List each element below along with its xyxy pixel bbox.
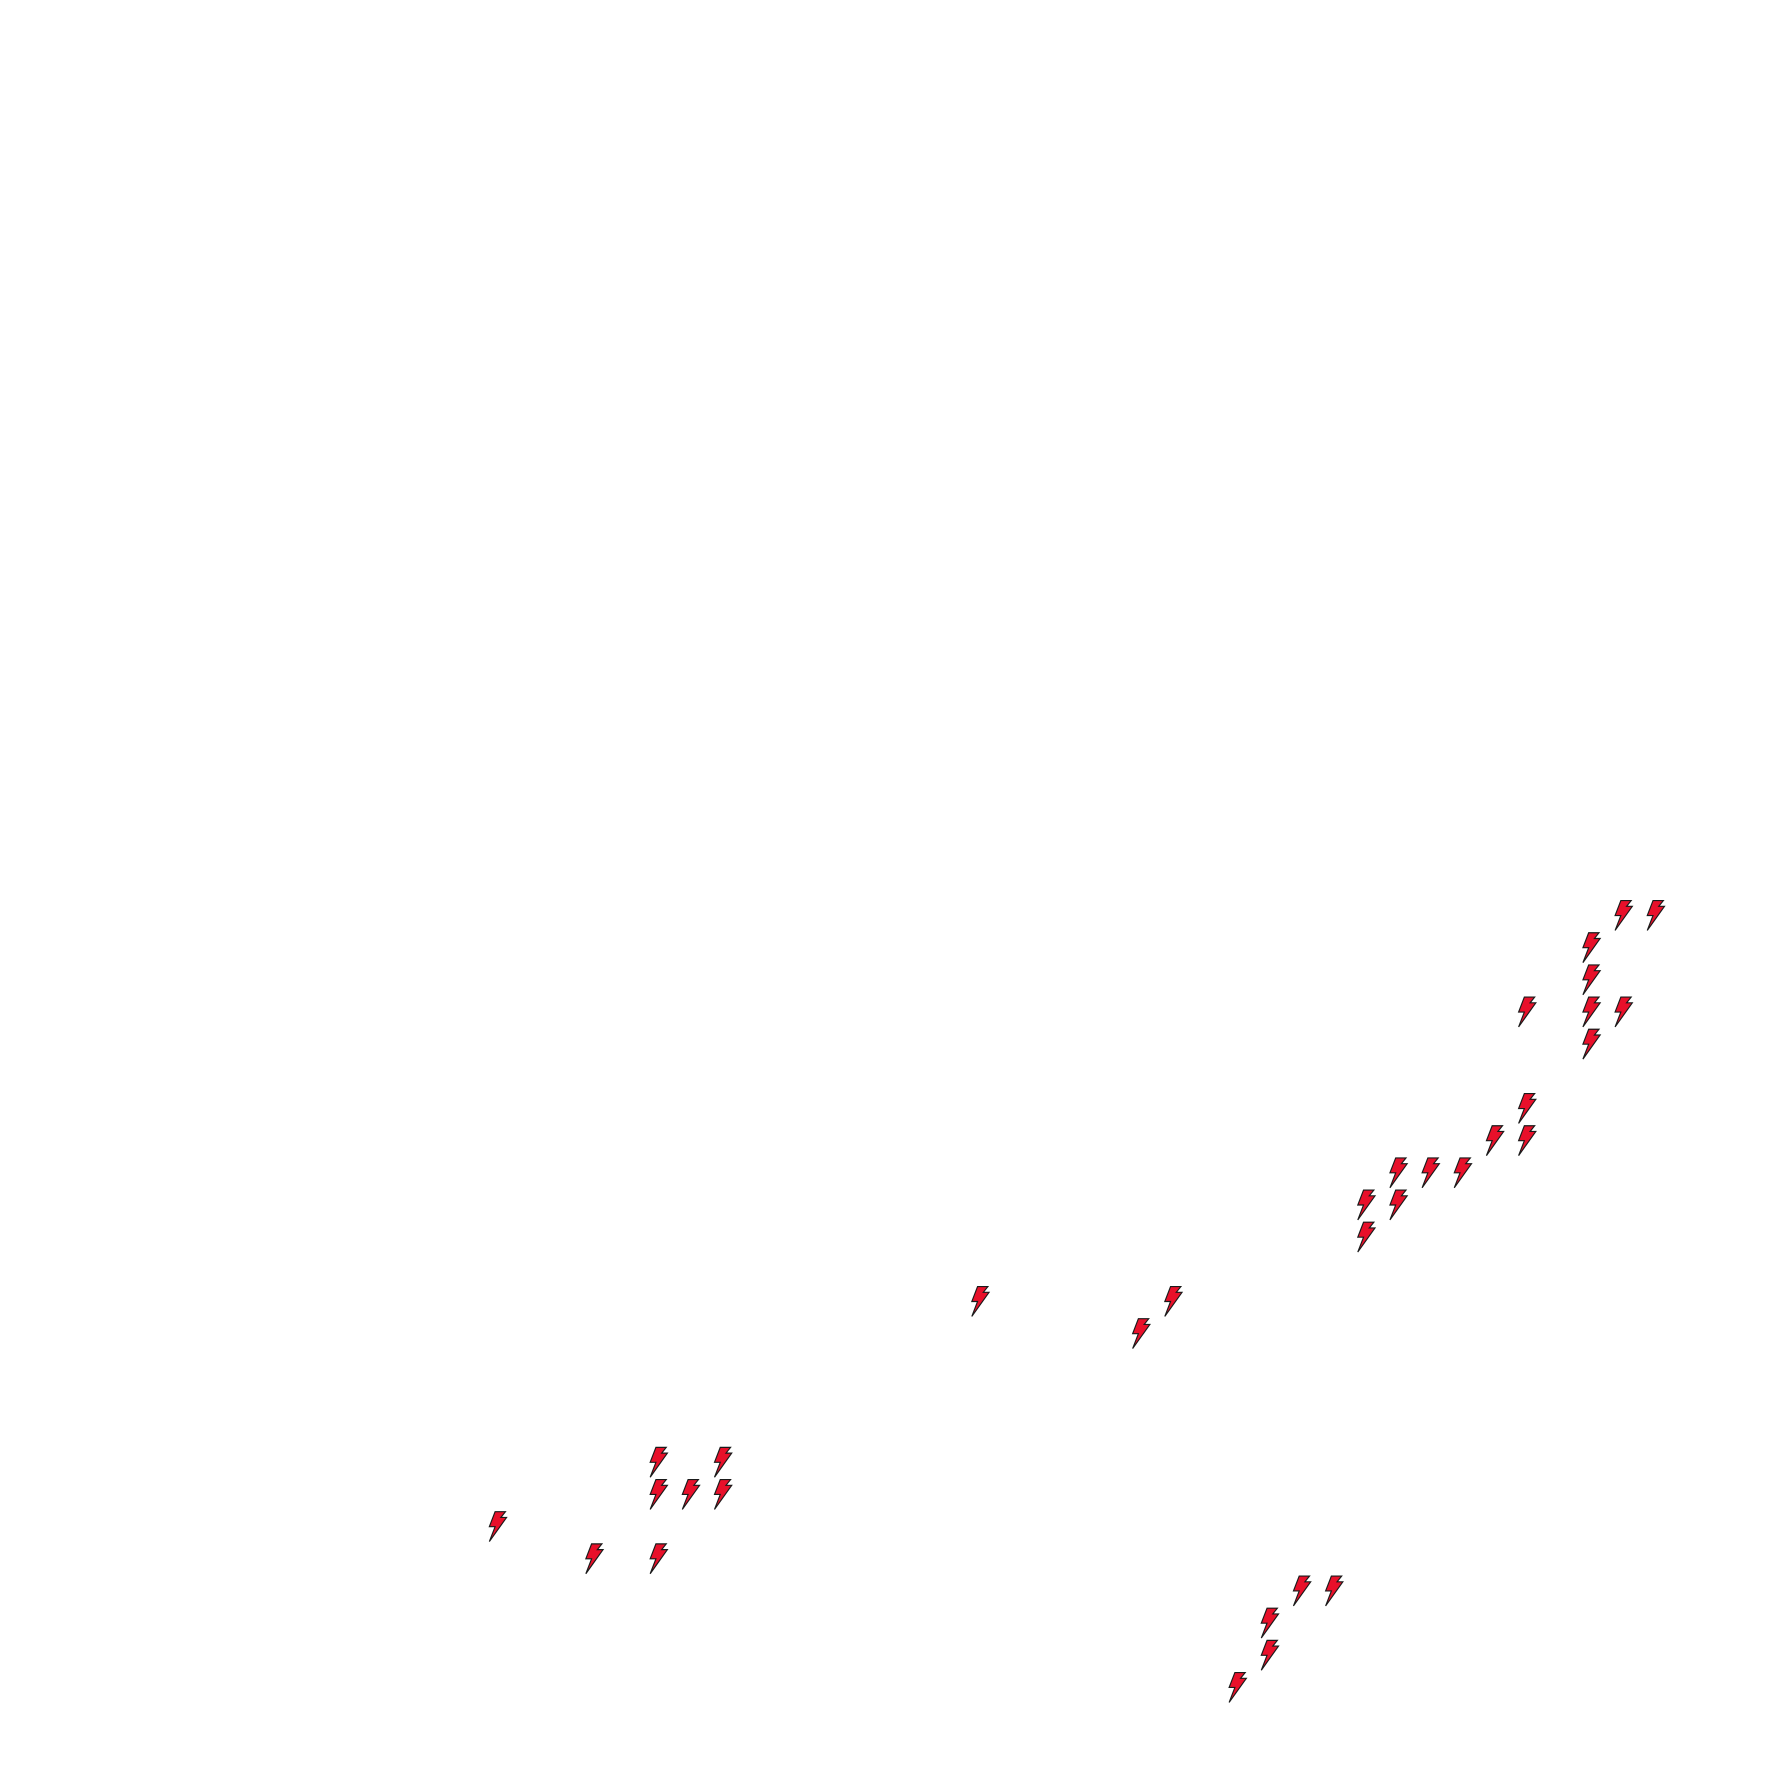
lightning-marker[interactable] (1582, 1028, 1601, 1060)
lightning-marker[interactable] (713, 1478, 733, 1510)
lightning-marker[interactable] (1582, 964, 1601, 996)
marker-layer (488, 900, 1666, 1703)
lightning-marker[interactable] (488, 1511, 508, 1543)
lightning-marker[interactable] (1421, 1157, 1440, 1189)
lightning-marker[interactable] (1357, 1189, 1376, 1221)
lightning-marker[interactable] (649, 1446, 668, 1478)
lightning-marker[interactable] (1389, 1189, 1408, 1221)
lightning-marker[interactable] (1325, 1575, 1344, 1607)
lightning-marker[interactable] (1260, 1607, 1280, 1639)
lightning-marker[interactable] (1292, 1575, 1312, 1607)
lightning-marker[interactable] (1518, 1093, 1537, 1125)
lightning-marker[interactable] (1582, 932, 1601, 964)
lightning-marker[interactable] (1164, 1285, 1183, 1318)
lightning-marker[interactable] (1485, 1125, 1505, 1157)
lightning-marker[interactable] (971, 1285, 990, 1318)
lightning-marker[interactable] (1453, 1157, 1473, 1189)
lightning-marker[interactable] (1389, 1157, 1408, 1189)
lightning-marker[interactable] (649, 1543, 668, 1575)
lightning-marker[interactable] (681, 1478, 701, 1510)
lightning-marker[interactable] (1614, 996, 1633, 1028)
lightning-marker[interactable] (1357, 1221, 1376, 1253)
lightning-marker[interactable] (585, 1543, 604, 1575)
lightning-marker[interactable] (1518, 1125, 1537, 1157)
lightning-marker[interactable] (1260, 1639, 1280, 1671)
lightning-marker[interactable] (649, 1478, 668, 1510)
lightning-marker[interactable] (1228, 1671, 1247, 1703)
lightning-marker[interactable] (713, 1446, 733, 1478)
lightning-marker[interactable] (1132, 1318, 1151, 1350)
lightning-marker[interactable] (1518, 996, 1537, 1028)
lightning-marker[interactable] (1614, 900, 1633, 932)
lightning-marker[interactable] (1646, 900, 1666, 932)
lightning-marker[interactable] (1582, 996, 1601, 1028)
